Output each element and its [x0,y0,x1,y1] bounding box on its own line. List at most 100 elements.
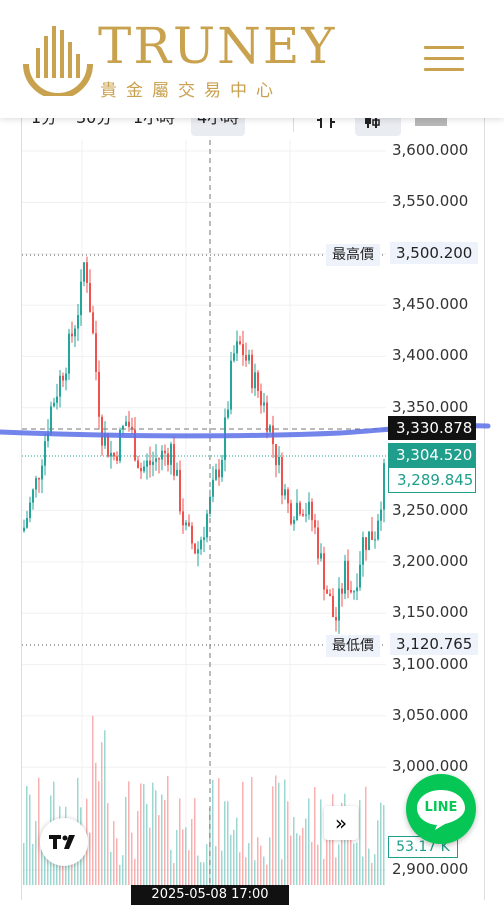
volume-bar [125,796,127,885]
candle-body [110,452,112,457]
price-axis-tick: 3,400.000 [392,346,469,365]
price-axis-tick: 2,900.000 [392,860,469,878]
candle-body [245,355,247,361]
volume-bar [257,837,259,885]
candle-body [374,539,376,541]
volume-bar [203,862,205,885]
volume-bar [236,817,238,885]
bar-chart-icon[interactable] [315,100,337,136]
logo-icon [23,26,93,96]
candle-body [314,520,316,528]
volume-bar [200,862,202,885]
hamburger-menu-icon[interactable] [424,46,464,74]
price-axis-tick: 3,550.000 [392,192,469,211]
candle-body [122,425,124,430]
volume-bar [350,824,352,885]
scroll-to-latest-icon[interactable]: » [324,806,358,840]
candle-body [41,465,43,480]
candle-body [77,315,79,329]
candle-body [368,531,370,551]
candle-body [86,262,88,284]
candle-body [137,460,139,469]
volume-bar [155,790,157,885]
candle-body [161,450,163,460]
candle-body [305,514,307,516]
candle-body [311,501,313,521]
volume-bar [188,850,190,885]
volume-bar [320,799,322,885]
volume-bar [305,818,307,885]
volume-bar [110,851,112,885]
volume-bar [308,798,310,885]
candle-body [188,522,190,526]
volume-bar [146,803,148,885]
candle-body [140,468,142,472]
volume-bar [128,781,130,885]
volume-bar [26,785,28,885]
candle-body [233,353,235,361]
volume-bar [89,832,91,885]
volume-bar [377,820,379,885]
candle-body [62,375,64,381]
candle-body [203,537,205,540]
candle-body [50,406,52,434]
candle-body [254,372,256,389]
candle-body [119,429,121,461]
volume-bar [365,786,367,885]
volume-bar [107,803,109,885]
candle-body [308,501,310,515]
candle-body [323,553,325,590]
candle-body [35,478,37,490]
candle-body [236,341,238,354]
tradingview-logo-icon[interactable] [40,818,88,866]
volume-bar [347,811,349,885]
volume-bar [272,786,274,885]
candle-body [95,333,97,372]
volume-bar [224,801,226,885]
candle-body [158,458,160,460]
candle-body [356,587,358,592]
volume-bar [314,787,316,885]
volume-bar [143,784,145,885]
volume-bar [212,779,214,885]
price-axis-tick: 3,450.000 [392,295,469,314]
candle-body [179,469,181,512]
candle-body [107,433,109,457]
candle-body [341,588,343,594]
candle-body [68,333,70,374]
volume-bar [47,844,49,885]
candle-body [242,344,244,356]
last-price-tag: 3,304.520 [388,443,476,467]
volume-bar [62,856,64,885]
volume-bar [353,843,355,885]
volume-bar [290,835,292,885]
volume-bar [233,829,235,885]
candle-body [176,469,178,476]
candle-body [149,460,151,465]
candle-body [329,593,331,597]
candle-body [185,522,187,526]
volume-bar [296,833,298,885]
candle-body [116,456,118,461]
volume-bar [167,775,169,885]
candle-body [98,371,100,417]
candle-body [83,262,85,282]
volume-bar [362,856,364,885]
volume-bar [119,864,121,885]
candle-body [200,539,202,550]
price-axis-tick: 3,600.000 [392,141,469,159]
candle-body [155,458,157,462]
area-chart-icon[interactable] [413,100,449,136]
volume-bar [206,844,208,885]
line-chat-button[interactable]: LINE [406,774,476,844]
prev-close-tag: 3,289.845 [388,467,476,493]
volume-bar [197,855,199,885]
chart-frame [21,118,485,900]
candle-body [218,469,220,478]
candle-body [53,402,55,407]
volume-bar [266,864,268,885]
candle-body [215,469,217,480]
candle-body [170,443,172,465]
volume-bar [113,821,115,885]
volume-bar [317,844,319,885]
